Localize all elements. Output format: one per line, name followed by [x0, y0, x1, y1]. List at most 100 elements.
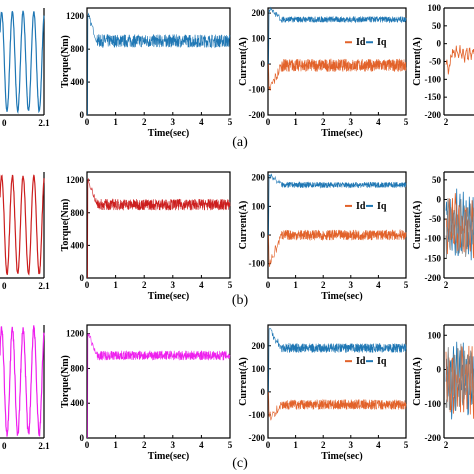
torque-xtick-label: 1 [113, 280, 118, 290]
zoom-ytick-label: -50 [429, 57, 441, 67]
phase-xtick-0: 0 [2, 441, 7, 451]
zoom-ylabel: Current(A) [412, 201, 423, 250]
phase-xtick-1: 2.1 [38, 281, 50, 291]
torque-ytick-label: 400 [71, 398, 85, 408]
torque-ytick-label: 1200 [66, 329, 85, 339]
zoom-ytick-label: -100 [425, 74, 442, 84]
torque-line [87, 333, 231, 439]
torque-xtick-label: 5 [228, 440, 233, 450]
torque-frame [86, 171, 231, 279]
dq-ytick-label: -200 [249, 433, 266, 443]
dq-legend: Id Iq [345, 37, 387, 48]
dq-current-panel: 200 100 0 -100 0 1 2 3 4 5 Id Iq Current(A) Time(sec) [238, 171, 409, 302]
zoom-ytick-label: -100 [425, 399, 442, 409]
torque-xtick-label: 0 [85, 280, 90, 290]
torque-xlabel: Time(sec) [148, 451, 189, 462]
zoom-ytick-label: 0 [437, 365, 442, 375]
phase-current-panel: 0 2.1 [0, 325, 50, 451]
torque-ytick-label: 0 [80, 273, 85, 283]
dq-frame [267, 7, 407, 116]
zoom-trace-line [445, 343, 474, 411]
legend-iq-label: Iq [377, 356, 387, 367]
dq-xtick-label: 3 [349, 440, 354, 450]
phase-current-panel: 0 2.1 [0, 8, 50, 128]
dq-xtick-label: 5 [404, 117, 409, 127]
dq-series-iq-line [268, 327, 407, 392]
dq-xtick-label: 0 [266, 117, 271, 127]
zoom-xtick-label: 2 [444, 440, 449, 450]
dq-xtick-label: 5 [404, 440, 409, 450]
zoom-ylabel: Current(A) [412, 357, 423, 406]
torque-xtick-label: 2 [142, 280, 147, 290]
dq-frame [267, 324, 407, 439]
torque-panel: 1200 800 400 00 1 2 3 4 5 Torque(Nm) Time(sec) [60, 171, 233, 302]
dq-xtick-label: 4 [376, 117, 381, 127]
torque-xtick-label: 2 [142, 440, 147, 450]
zoom-ytick-label: -200 [425, 110, 442, 120]
dq-xtick-label: 0 [266, 440, 271, 450]
legend-id-label: Id [356, 356, 366, 367]
torque-xtick-label: 1 [113, 440, 118, 450]
torque-ytick-label: 400 [71, 240, 85, 250]
zoom-trace-line [445, 45, 474, 75]
dq-ytick-label: -100 [249, 259, 266, 269]
phase-current-line [0, 10, 45, 115]
phase-xtick-1: 2.1 [38, 118, 50, 128]
dq-ytick-label: 100 [252, 201, 266, 211]
phase-current-line [0, 325, 45, 437]
torque-panel: 1200 800 400 00 1 2 3 4 5 Torque(Nm) Time(sec) [60, 7, 233, 139]
zoom-ytick-label: 50 [432, 21, 442, 31]
dq-xtick-label: 1 [293, 117, 298, 127]
torque-ytick-label: 1200 [66, 175, 85, 185]
zoom-trace-line [445, 198, 474, 259]
zoom-ytick-label: -200 [425, 433, 442, 443]
dq-legend: Id Iq [345, 201, 387, 212]
dq-ytick-label: 200 [252, 341, 266, 351]
torque-frame [86, 7, 231, 116]
phase-xtick-0: 0 [2, 281, 7, 291]
torque-ytick-label: 1200 [66, 11, 85, 21]
torque-xtick-label: 2 [142, 117, 147, 127]
torque-xtick-label: 3 [171, 440, 176, 450]
torque-ylabel: Torque(Nm) [60, 35, 71, 88]
dq-ytick-label: 0 [261, 59, 266, 69]
dq-ytick-label: -200 [249, 110, 266, 120]
dq-ytick-label: 0 [261, 387, 266, 397]
legend-id-label: Id [356, 37, 366, 48]
torque-xtick-label: 4 [199, 280, 204, 290]
dq-ytick-label: 0 [261, 230, 266, 240]
zoom-ytick-label: 50 [432, 175, 442, 185]
torque-xtick-label: 3 [171, 117, 176, 127]
phase-xtick-0: 0 [2, 118, 7, 128]
torque-xtick-label: 4 [199, 117, 204, 127]
dq-xtick-label: 1 [293, 440, 298, 450]
torque-panel: 1200 800 400 00 1 2 3 4 5 Torque(Nm) Time(sec) [60, 324, 233, 462]
dq-ytick-label: 200 [252, 173, 266, 183]
torque-ytick-label: 0 [80, 433, 85, 443]
zoom-ytick-label: 0 [437, 194, 442, 204]
dq-ytick-label: 100 [252, 34, 266, 44]
torque-xtick-label: 0 [85, 440, 90, 450]
torque-xtick-label: 1 [113, 117, 118, 127]
dq-xtick-label: 4 [376, 280, 381, 290]
torque-ylabel: Torque(Nm) [60, 199, 71, 252]
dq-xlabel: Time(sec) [321, 128, 362, 139]
zoom-ytick-label: -150 [425, 92, 442, 102]
torque-xtick-label: 3 [171, 280, 176, 290]
phase-current-line [0, 174, 45, 276]
zoom-ylabel: Current(A) [412, 37, 423, 86]
zoom-ytick-label: -200 [425, 273, 442, 283]
torque-xtick-label: 4 [199, 440, 204, 450]
dq-series-id-line [268, 228, 407, 267]
dq-xtick-label: 5 [404, 280, 409, 290]
zoom-ytick-label: 100 [428, 3, 442, 13]
dq-xlabel: Time(sec) [321, 291, 362, 302]
torque-xlabel: Time(sec) [148, 128, 189, 139]
dq-xtick-label: 2 [321, 117, 326, 127]
dq-frame [267, 171, 407, 279]
